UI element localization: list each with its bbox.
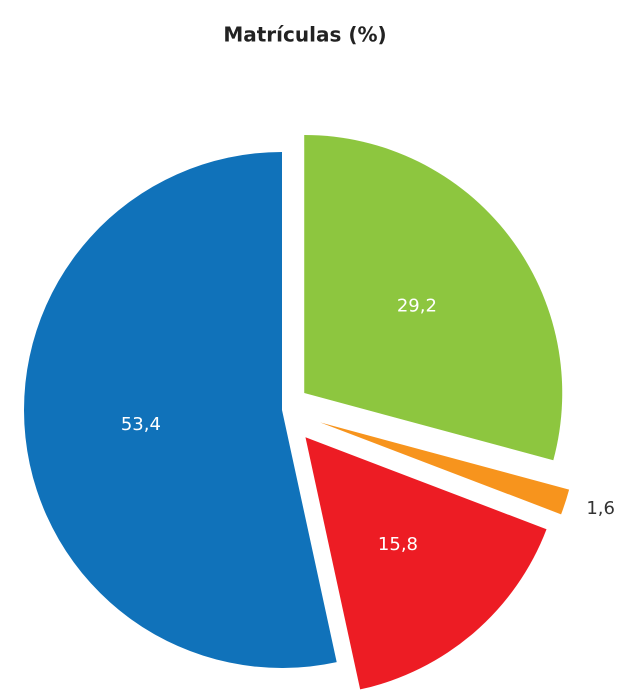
pie-slice bbox=[320, 422, 570, 515]
chart-title: Matrículas (%) bbox=[223, 23, 386, 47]
pie-slice bbox=[304, 134, 563, 461]
data-label: 15,8 bbox=[378, 534, 418, 555]
data-label: 53,4 bbox=[121, 414, 161, 435]
pie-slice bbox=[305, 437, 547, 690]
data-label: 1,6 bbox=[586, 498, 615, 519]
data-label: 29,2 bbox=[397, 296, 437, 317]
pie-slice bbox=[24, 152, 337, 668]
